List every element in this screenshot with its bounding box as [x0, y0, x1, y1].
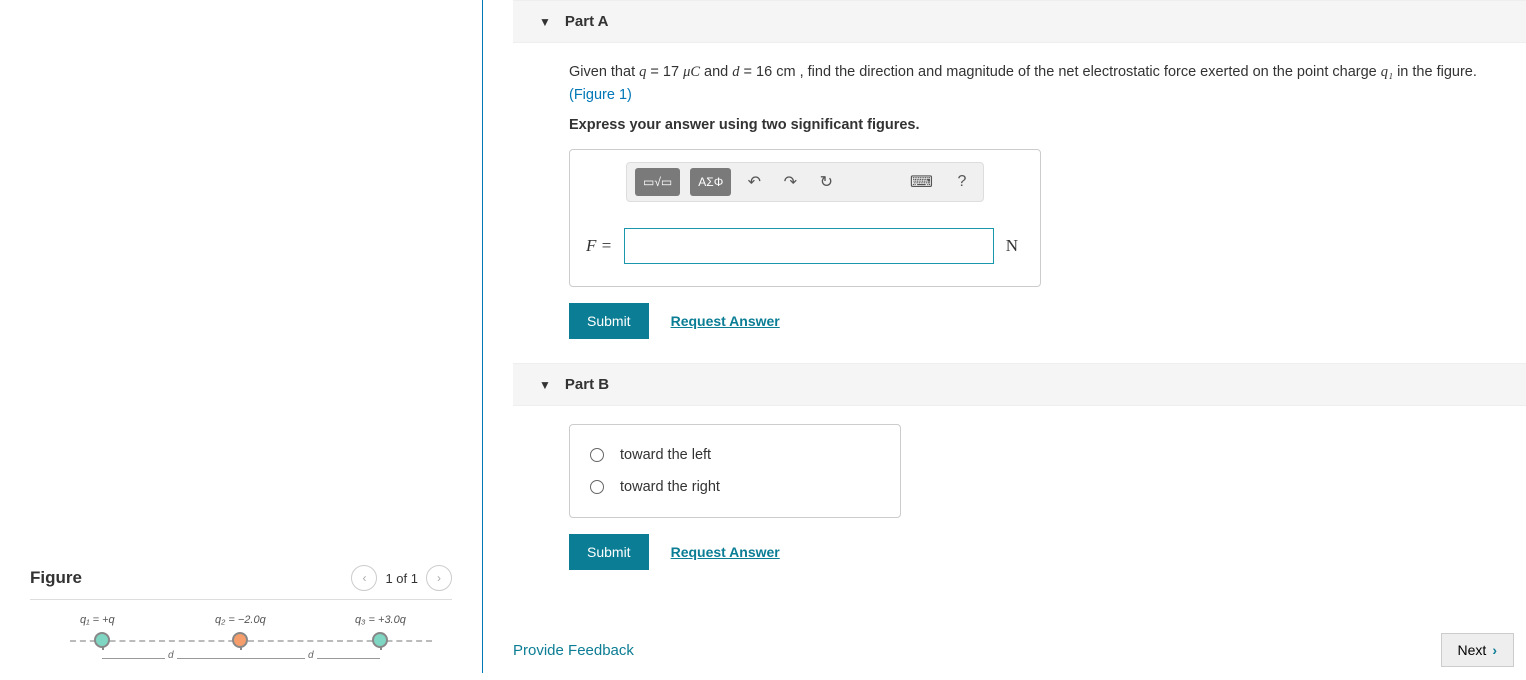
part-b-actions: Submit Request Answer: [569, 534, 1500, 570]
keyboard-button[interactable]: ⌨: [904, 168, 939, 196]
next-button[interactable]: Next ›: [1441, 633, 1514, 667]
figure-header: Figure ‹ 1 of 1 ›: [30, 565, 452, 600]
option-label-right: toward the right: [620, 479, 720, 495]
request-answer-b[interactable]: Request Answer: [671, 544, 780, 560]
answer-box: ▭√▭ ΑΣΦ ↶ ↷ ↻ ⌨ ? F = N: [569, 149, 1041, 287]
submit-button-a[interactable]: Submit: [569, 303, 649, 339]
reset-button[interactable]: ↻: [813, 168, 839, 196]
eq2: = 16: [740, 64, 777, 80]
answer-input[interactable]: [624, 228, 994, 264]
option-right[interactable]: toward the right: [586, 471, 884, 503]
questions-pane: ▼ Part A Given that q = 17 μC and d = 16…: [483, 0, 1526, 673]
part-a-header[interactable]: ▼ Part A: [513, 0, 1526, 43]
option-label-left: toward the left: [620, 447, 711, 463]
unit-q: μC: [683, 64, 700, 80]
distance-label-1: d: [165, 650, 177, 661]
charge-q2: [232, 632, 248, 648]
greek-button[interactable]: ΑΣΦ: [690, 168, 731, 196]
figure-next-button[interactable]: ›: [426, 565, 452, 591]
unit-d: cm: [776, 64, 795, 80]
input-row: F = N: [570, 212, 1040, 286]
redo-button[interactable]: ↷: [777, 168, 803, 196]
charge-label-q3: q₃ = +3.0q: [355, 614, 406, 626]
chevron-right-icon: ›: [1492, 642, 1497, 658]
suffix1: , find the direction and magnitude of th…: [796, 64, 1381, 80]
problem-statement: Given that q = 17 μC and d = 16 cm , fin…: [569, 61, 1500, 107]
chevron-down-icon: ▼: [539, 378, 551, 392]
part-b-header[interactable]: ▼ Part B: [513, 363, 1526, 406]
eq1: = 17: [646, 64, 683, 80]
part-a-body: Given that q = 17 μC and d = 16 cm , fin…: [513, 43, 1526, 363]
radio-icon[interactable]: [590, 480, 604, 494]
part-a-title: Part A: [565, 13, 609, 30]
templates-icon: ▭√▭: [643, 175, 672, 189]
distance-label-2: d: [305, 650, 317, 661]
next-label: Next: [1458, 642, 1487, 658]
part-a-actions: Submit Request Answer: [569, 303, 1500, 339]
figure-link[interactable]: (Figure 1): [569, 87, 632, 103]
var-q1: q₁: [1381, 64, 1393, 80]
provide-feedback-link[interactable]: Provide Feedback: [513, 642, 634, 659]
undo-button[interactable]: ↶: [741, 168, 767, 196]
text-prefix: Given that: [569, 64, 639, 80]
greek-icon: ΑΣΦ: [698, 175, 723, 189]
charge-q3: [372, 632, 388, 648]
figure-nav: ‹ 1 of 1 ›: [351, 565, 452, 591]
charge-label-q2: q₂ = −2.0q: [215, 614, 266, 626]
help-button[interactable]: ?: [949, 169, 975, 195]
mid: and: [700, 64, 732, 80]
instruction: Express your answer using two significan…: [569, 117, 1500, 133]
equation-toolbar: ▭√▭ ΑΣΦ ↶ ↷ ↻ ⌨ ?: [626, 162, 984, 202]
figure-title: Figure: [30, 568, 82, 588]
figure-prev-button[interactable]: ‹: [351, 565, 377, 591]
radio-icon[interactable]: [590, 448, 604, 462]
templates-button[interactable]: ▭√▭: [635, 168, 680, 196]
chevron-down-icon: ▼: [539, 15, 551, 29]
part-b-title: Part B: [565, 376, 609, 393]
figure-diagram: q₁ = +q q₂ = −2.0q q₃ = +3.0q d d: [30, 600, 452, 680]
footer: Provide Feedback Next ›: [513, 633, 1514, 667]
request-answer-a[interactable]: Request Answer: [671, 313, 780, 329]
submit-button-b[interactable]: Submit: [569, 534, 649, 570]
suffix2: in the figure.: [1393, 64, 1477, 80]
options-box: toward the left toward the right: [569, 424, 901, 518]
charge-q1: [94, 632, 110, 648]
option-left[interactable]: toward the left: [586, 439, 884, 471]
var-d: d: [732, 64, 739, 80]
variable-label: F =: [586, 236, 612, 256]
part-b-body: toward the left toward the right Submit …: [513, 406, 1526, 594]
figure-panel: Figure ‹ 1 of 1 › q₁ = +q q₂ = −2.0q q₃ …: [30, 565, 452, 680]
unit-label: N: [1006, 236, 1024, 256]
charge-label-q1: q₁ = +q: [80, 614, 115, 626]
figure-count: 1 of 1: [385, 571, 418, 586]
figure-pane: Figure ‹ 1 of 1 › q₁ = +q q₂ = −2.0q q₃ …: [0, 0, 483, 673]
